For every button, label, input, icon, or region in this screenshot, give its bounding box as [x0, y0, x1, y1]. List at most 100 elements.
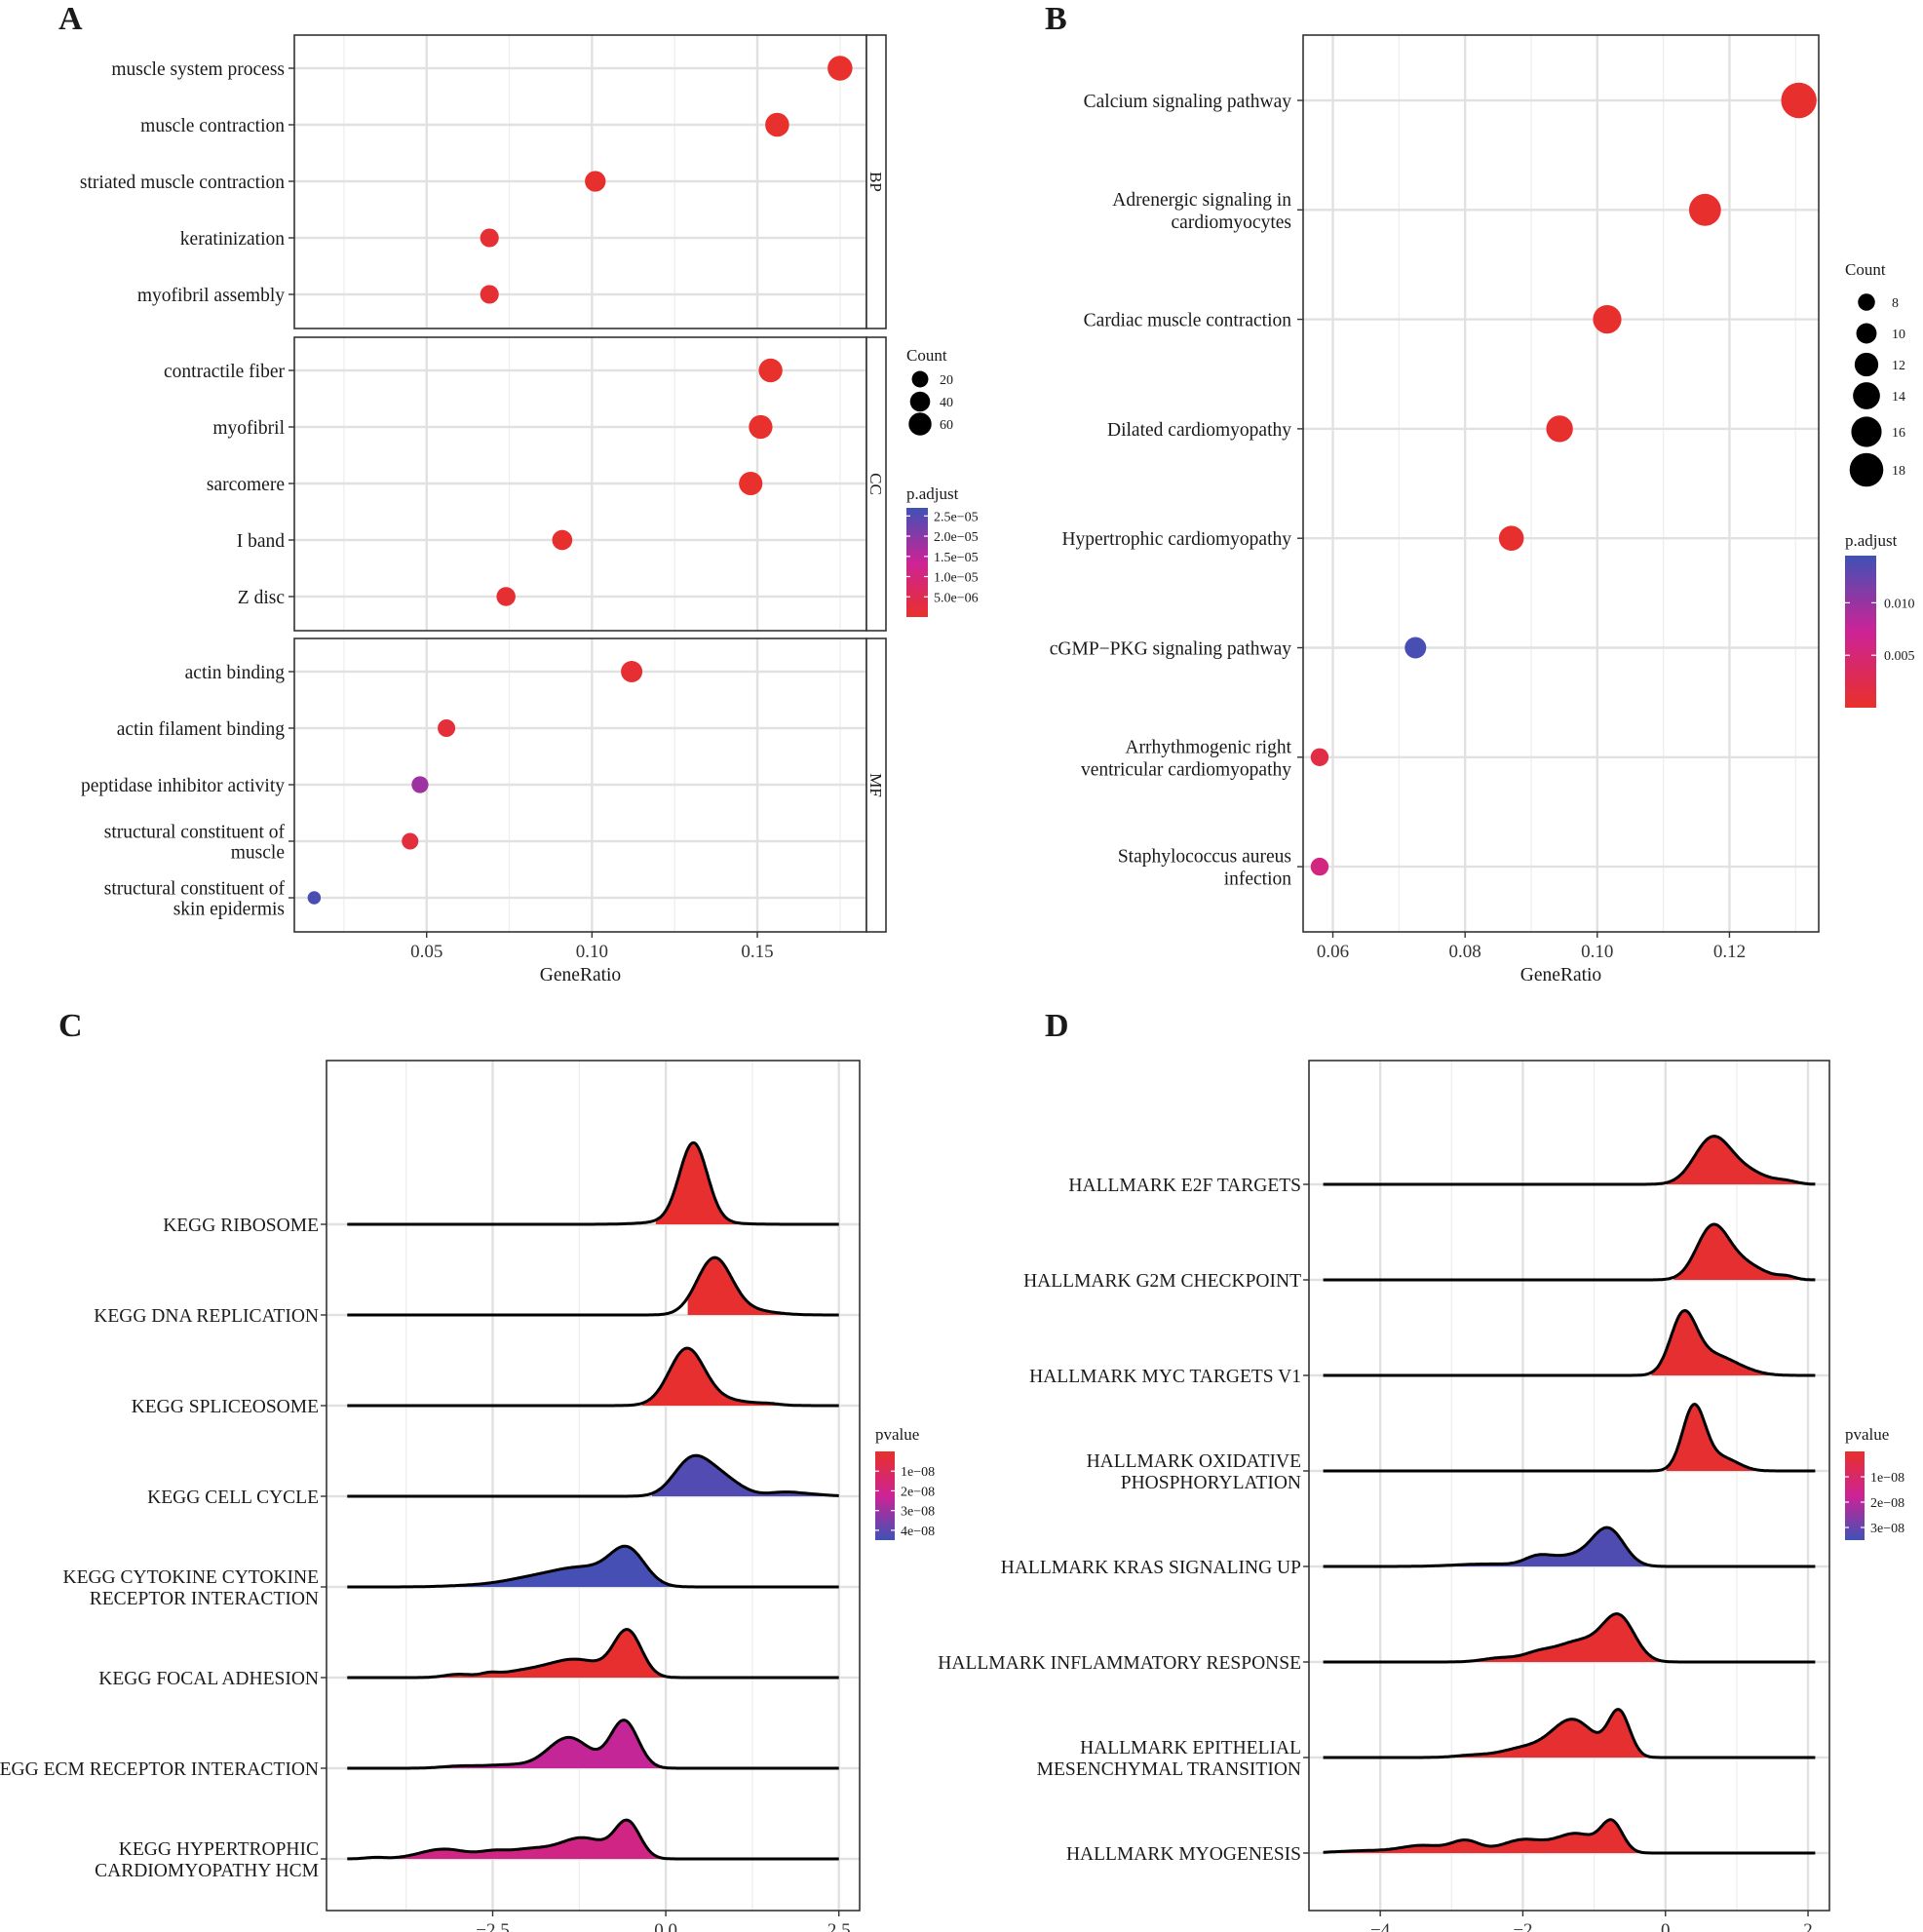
- legend-color-title: pvalue: [875, 1425, 919, 1444]
- panel-c-kegg-ridgeplot: KEGG RIBOSOME KEGG DNA REPLICATION KEGG SP…: [0, 1060, 935, 1932]
- x-tick-label: 0.10: [576, 942, 608, 962]
- y-category-label: structural constituent of skin epidermis: [104, 879, 286, 920]
- panel-d-hallmark-ridgeplot: HALLMARK E2F TARGETS HALLMARK G2M CHECKPO…: [938, 1060, 1904, 1932]
- legend-count-dot: [1854, 352, 1879, 377]
- y-category-label: muscle system process: [111, 59, 285, 80]
- legend-colorbar-label: 2.5e−05: [934, 510, 979, 524]
- x-tick-label: 0.06: [1317, 942, 1349, 962]
- ridge-line: [1323, 1403, 1816, 1473]
- y-category-label: Calcium signaling pathway: [1084, 92, 1292, 112]
- ridge-fill: [1452, 1709, 1816, 1758]
- ridge-fill: [687, 1257, 839, 1315]
- x-tick-label: 2: [1803, 1920, 1813, 1932]
- legend-colorbar: [906, 508, 928, 617]
- facet-strip: [865, 336, 887, 632]
- legend-count-label: 18: [1892, 464, 1905, 479]
- data-point: [1404, 637, 1427, 659]
- legend-colorbar-label: 2e−08: [901, 1485, 935, 1499]
- ridge-line: [347, 1140, 839, 1226]
- data-point: [307, 891, 322, 905]
- facet-strip: [865, 34, 887, 329]
- data-point: [402, 832, 419, 850]
- x-tick-label: 2.5: [827, 1920, 851, 1932]
- x-tick-label: −4: [1370, 1920, 1391, 1932]
- legend-colorbar-label: 3e−08: [901, 1505, 935, 1520]
- legend-color-title: p.adjust: [1845, 531, 1898, 550]
- ridge-line: [347, 1453, 839, 1498]
- ridge-line: [347, 1719, 839, 1770]
- legend-count-dot: [1849, 452, 1884, 487]
- legend-count-label: 14: [1892, 390, 1905, 405]
- y-category-label: HALLMARK MYC TARGETS V1: [1029, 1367, 1301, 1387]
- x-axis-title: GeneRatio: [540, 965, 621, 985]
- facet-strip-label: MF: [866, 773, 885, 797]
- ridge-line: [1323, 1612, 1816, 1664]
- y-category-label: Cardiac muscle contraction: [1084, 311, 1292, 331]
- ridge-line: [347, 1818, 839, 1861]
- legend-count-label: 10: [1892, 328, 1905, 342]
- ridge-fill: [641, 1348, 839, 1406]
- data-point: [1310, 748, 1329, 766]
- y-category-label: muscle contraction: [140, 116, 285, 136]
- ridge-line: [1323, 1222, 1816, 1282]
- legend-count-dot: [1856, 323, 1877, 344]
- x-tick-label: 0.15: [741, 942, 773, 962]
- legend-count-label: 20: [940, 373, 953, 388]
- data-point: [749, 414, 773, 440]
- y-category-label: Arrhythmogenic right ventricular cardiomy…: [1081, 737, 1292, 780]
- data-point: [1781, 82, 1817, 119]
- ridge-line: [347, 1256, 839, 1317]
- ridge-line: [347, 1346, 839, 1408]
- data-point: [765, 112, 789, 137]
- legend-colorbar-label: 2e−08: [1870, 1496, 1904, 1511]
- x-tick-label: 0.0: [654, 1920, 677, 1932]
- legend-count-label: 12: [1892, 359, 1905, 373]
- y-category-label: KEGG CYTOKINE CYTOKINE RECEPTOR INTERACTI…: [62, 1567, 319, 1609]
- ridge-line: [347, 1628, 839, 1680]
- x-axis-title: GeneRatio: [1520, 965, 1601, 985]
- plot-frame: [1308, 1060, 1830, 1912]
- ridge-fill: [655, 1142, 839, 1224]
- y-category-label: KEGG HYPERTROPHIC CARDIOMYOPATHY HCM: [95, 1839, 319, 1881]
- legend-color-title: pvalue: [1845, 1425, 1889, 1444]
- x-tick-label: 0.10: [1581, 942, 1613, 962]
- legend-count-label: 16: [1892, 426, 1905, 441]
- y-category-label: KEGG RIBOSOME: [163, 1216, 319, 1236]
- legend-colorbar-label: 5.0e−06: [934, 591, 979, 605]
- data-point: [758, 358, 783, 383]
- panel-c-letter: C: [58, 1008, 83, 1044]
- legend-colorbar: [1845, 1451, 1865, 1540]
- ridge-fill: [1651, 1310, 1816, 1375]
- data-point: [1593, 305, 1622, 334]
- y-category-label: HALLMARK E2F TARGETS: [1068, 1176, 1301, 1196]
- y-category-label: actin binding: [185, 663, 286, 683]
- data-point: [480, 228, 499, 248]
- ridge-line: [347, 1544, 839, 1589]
- plot-frame: [326, 1060, 861, 1912]
- y-category-label: Staphylococcus aureus infection: [1118, 847, 1291, 890]
- panel-a-letter: A: [58, 1, 83, 37]
- legend-colorbar-label: 0.010: [1884, 597, 1915, 611]
- x-tick-label: 0.12: [1713, 942, 1746, 962]
- legend-count-dot: [1858, 293, 1875, 311]
- legend-colorbar-label: 1.5e−05: [934, 551, 979, 565]
- y-category-label: actin filament binding: [117, 719, 285, 740]
- y-category-label: I band: [237, 531, 286, 552]
- y-category-label: contractile fiber: [164, 362, 285, 382]
- ridge-fill: [1673, 1224, 1816, 1280]
- y-category-label: Z disc: [238, 588, 286, 608]
- legend-colorbar-label: 3e−08: [1870, 1522, 1904, 1536]
- x-tick-label: 0: [1661, 1920, 1671, 1932]
- data-point: [496, 587, 516, 606]
- ridge-line: [1323, 1308, 1816, 1377]
- legend-colorbar-label: 1.0e−05: [934, 571, 979, 586]
- x-tick-label: −2: [1513, 1920, 1532, 1932]
- ridge-line: [1323, 1708, 1816, 1759]
- x-tick-label: −2.5: [476, 1920, 509, 1932]
- legend-count-title: Count: [906, 346, 947, 365]
- data-point: [739, 471, 763, 496]
- y-category-label: KEGG DNA REPLICATION: [94, 1306, 319, 1327]
- legend-count-dot: [911, 370, 929, 388]
- facet-strip: [865, 638, 887, 933]
